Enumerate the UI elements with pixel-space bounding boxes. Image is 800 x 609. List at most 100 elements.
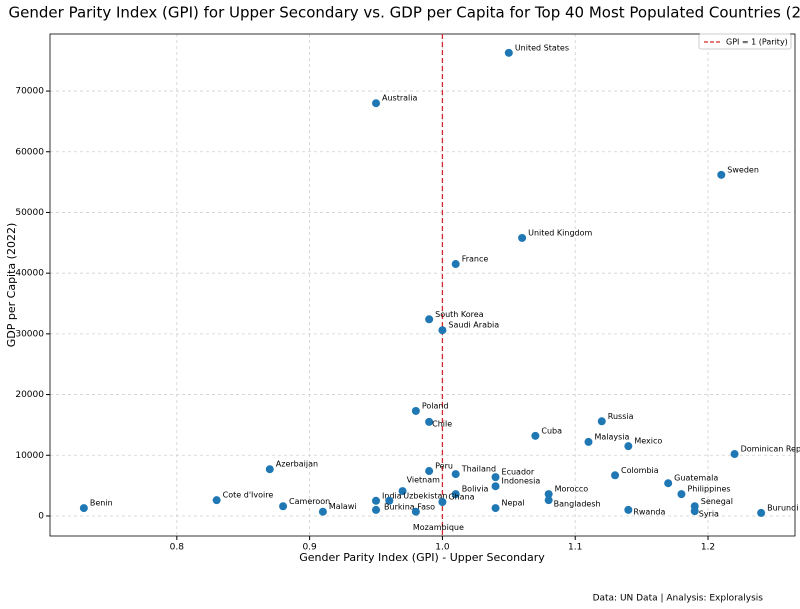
point — [544, 490, 553, 499]
point — [438, 498, 447, 507]
point — [279, 502, 288, 511]
point-label: Azerbaijan — [276, 460, 318, 469]
point-label: Ecuador — [502, 468, 535, 477]
x-tick-label: 1.2 — [701, 543, 715, 553]
point — [372, 505, 381, 514]
y-tick-label: 60000 — [15, 147, 44, 157]
point-label: Nepal — [502, 499, 525, 508]
x-axis-label: Gender Parity Index (GPI) - Upper Second… — [299, 551, 545, 564]
point-label: Burundi — [767, 503, 798, 512]
point — [318, 507, 327, 516]
legend-label: GPI = 1 (Parity) — [726, 38, 788, 47]
point-label: Chile — [432, 419, 452, 428]
point — [757, 508, 766, 517]
point-label: Vietnam — [407, 476, 441, 485]
point-label: Malaysia — [594, 432, 629, 441]
point-label: Saudi Arabia — [448, 321, 499, 330]
x-tick-label: 1.0 — [435, 543, 450, 553]
y-tick-label: 40000 — [15, 269, 44, 279]
point-label: Peru — [435, 462, 453, 471]
point-label: South Korea — [435, 310, 484, 319]
point-label: Uzbekistan — [403, 491, 447, 500]
point — [411, 507, 420, 516]
point-label: Dominican Republic — [741, 445, 800, 454]
point-label: Mozambique — [413, 523, 464, 532]
point — [451, 470, 460, 479]
point — [212, 496, 221, 505]
point-label: Indonesia — [502, 477, 541, 486]
point — [531, 431, 540, 440]
point — [611, 471, 620, 480]
y-tick-label: 20000 — [15, 390, 44, 400]
point-label: Australia — [382, 94, 417, 103]
chart-title: Gender Parity Index (GPI) for Upper Seco… — [9, 4, 800, 22]
point-label: France — [462, 255, 489, 264]
point-label: India — [382, 491, 402, 500]
point-label: Sweden — [727, 165, 759, 174]
point — [451, 490, 460, 499]
point — [518, 233, 527, 242]
plot-frame — [49, 33, 796, 537]
x-tick-label: 1.1 — [568, 543, 582, 553]
point — [265, 465, 274, 474]
point — [624, 442, 633, 451]
point — [425, 315, 434, 324]
y-tick-label: 30000 — [15, 329, 44, 339]
point-label: Rwanda — [633, 507, 665, 516]
point — [544, 496, 553, 505]
point — [491, 473, 500, 482]
point-label: Poland — [422, 401, 449, 410]
point — [79, 504, 88, 513]
point-label: Bangladesh — [554, 500, 601, 509]
point-label: United Kingdom — [528, 228, 592, 237]
point-label: Cameroon — [289, 497, 330, 506]
point — [425, 467, 434, 476]
point-label: Cuba — [541, 426, 562, 435]
footer: Data: UN Data | Analysis: Exploralysis — [593, 594, 764, 604]
point-label: Morocco — [555, 485, 589, 494]
y-tick-label: 50000 — [15, 208, 44, 218]
point — [584, 437, 593, 446]
point — [677, 490, 686, 499]
y-tick-label: 0 — [38, 511, 44, 521]
point — [504, 48, 513, 57]
point — [385, 496, 394, 505]
point — [690, 507, 699, 516]
point — [597, 417, 606, 426]
point-label: Colombia — [621, 466, 659, 475]
point — [372, 99, 381, 108]
point-label: Senegal — [701, 497, 733, 506]
point — [372, 496, 381, 505]
y-tick-label: 70000 — [15, 87, 44, 97]
y-tick-label: 10000 — [15, 451, 44, 461]
point — [425, 417, 434, 426]
point-label: Ghana — [448, 493, 474, 502]
y-axis-label: GDP per Capita (2022) — [5, 223, 18, 347]
point — [438, 326, 447, 335]
point-label: Syria — [699, 510, 719, 519]
x-tick-label: 0.9 — [302, 543, 317, 553]
point — [451, 260, 460, 269]
x-tick-label: 0.8 — [170, 543, 185, 553]
point-label: Thailand — [461, 465, 496, 474]
point — [624, 505, 633, 514]
point-label: Benin — [90, 499, 113, 508]
point-label: Cote d'Ivoire — [223, 491, 274, 500]
point-label: Burkina Faso — [384, 502, 435, 511]
point — [664, 479, 673, 488]
point-label: Malawi — [329, 502, 357, 511]
point — [491, 504, 500, 513]
point — [411, 406, 420, 415]
point — [717, 170, 726, 179]
point — [730, 450, 739, 459]
point-label: Philippines — [687, 485, 730, 494]
legend-box — [698, 33, 792, 50]
point-label: Guatemala — [674, 474, 718, 483]
point-label: United States — [515, 43, 569, 52]
point-label: Bolivia — [462, 485, 489, 494]
point-label: Russia — [608, 412, 634, 421]
point — [398, 487, 407, 496]
point — [491, 482, 500, 491]
point-label: Mexico — [634, 437, 662, 446]
